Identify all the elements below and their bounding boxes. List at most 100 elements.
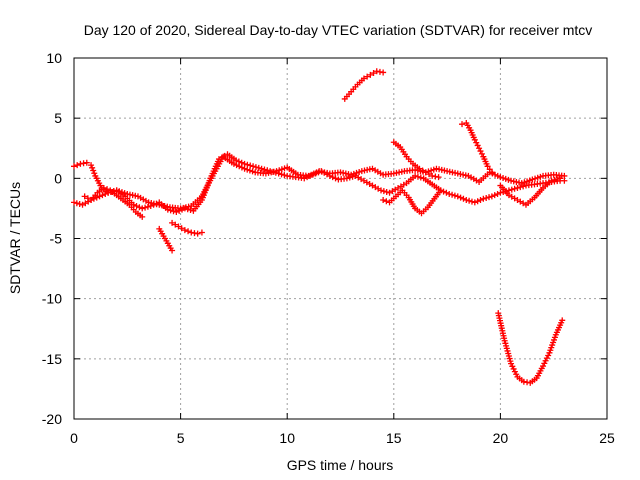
data-point xyxy=(514,184,521,191)
data-point xyxy=(534,174,541,181)
data-point xyxy=(170,208,177,215)
data-point xyxy=(557,175,564,182)
data-point xyxy=(548,177,555,184)
axis-ticks xyxy=(73,57,608,420)
series-track-b xyxy=(71,151,568,216)
data-point xyxy=(76,201,83,208)
data-point xyxy=(185,228,192,235)
series-track-e xyxy=(169,219,205,237)
data-point xyxy=(451,192,458,199)
data-point xyxy=(176,207,183,214)
data-point xyxy=(484,163,491,170)
y-tick-label: 0 xyxy=(54,170,62,186)
data-point xyxy=(90,195,97,202)
data-point xyxy=(99,192,106,199)
data-point xyxy=(241,160,248,167)
data-point xyxy=(494,172,501,179)
data-point xyxy=(521,179,528,186)
data-point xyxy=(175,223,182,230)
data-point xyxy=(511,185,518,192)
data-point xyxy=(326,172,333,179)
data-point xyxy=(488,169,495,176)
data-point xyxy=(187,207,194,214)
data-point xyxy=(172,221,179,228)
data-point xyxy=(89,164,96,171)
data-point xyxy=(425,171,432,178)
data-point xyxy=(505,176,512,183)
data-point xyxy=(457,194,464,201)
data-point xyxy=(74,162,81,169)
data-point xyxy=(100,184,107,191)
x-axis-label: GPS time / hours xyxy=(287,457,394,473)
data-point xyxy=(250,163,257,170)
y-tick-label: -20 xyxy=(42,411,62,427)
data-point xyxy=(142,204,149,211)
data-point xyxy=(417,174,424,181)
x-tick-label: 20 xyxy=(493,430,509,446)
data-point xyxy=(443,189,450,196)
data-point xyxy=(178,225,185,232)
data-point xyxy=(343,175,350,182)
data-point xyxy=(304,174,311,181)
chart-title: Day 120 of 2020, Sidereal Day-to-day VTE… xyxy=(84,22,593,38)
series-track-h xyxy=(390,139,442,181)
data-point xyxy=(139,205,146,212)
data-point xyxy=(84,195,91,202)
data-point xyxy=(383,198,390,205)
data-point xyxy=(430,166,437,173)
data-point xyxy=(278,171,285,178)
data-point xyxy=(264,167,271,174)
data-point xyxy=(309,171,316,178)
data-point xyxy=(252,164,259,171)
data-point xyxy=(275,170,282,177)
data-point xyxy=(554,176,561,183)
data-point xyxy=(179,206,186,213)
data-point xyxy=(524,178,531,185)
data-point xyxy=(414,173,421,180)
data-point xyxy=(71,199,77,206)
data-point xyxy=(255,164,262,171)
x-tick-label: 5 xyxy=(177,430,185,446)
x-tick-label: 10 xyxy=(279,430,295,446)
data-point xyxy=(370,70,377,77)
data-point xyxy=(460,195,467,202)
data-point xyxy=(247,162,254,169)
y-tick-label: 10 xyxy=(46,50,62,66)
data-point xyxy=(491,192,498,199)
data-point xyxy=(91,170,98,177)
data-point xyxy=(169,247,176,254)
data-point xyxy=(502,175,509,182)
series-track-k xyxy=(497,175,564,208)
data-point xyxy=(81,193,88,200)
data-point xyxy=(449,191,456,198)
data-point xyxy=(181,205,188,212)
data-point xyxy=(349,173,356,180)
data-point xyxy=(532,175,539,182)
data-point xyxy=(164,206,171,213)
data-point xyxy=(378,187,385,194)
data-point xyxy=(169,219,176,226)
series-track-c xyxy=(81,184,146,220)
data-point xyxy=(139,213,146,220)
data-point xyxy=(329,174,336,181)
data-point xyxy=(364,73,371,80)
data-point xyxy=(383,188,390,195)
data-point xyxy=(466,197,473,204)
data-point xyxy=(173,209,180,216)
data-point xyxy=(419,167,426,174)
y-tick-label: 5 xyxy=(54,110,62,126)
data-point xyxy=(497,174,504,181)
data-point xyxy=(508,186,515,193)
data-point xyxy=(537,173,544,180)
grid xyxy=(74,58,607,419)
data-point xyxy=(380,188,387,195)
y-axis-label: SDTVAR / TECUs xyxy=(7,182,23,294)
y-tick-labels: -20 -15 -10 -5 0 5 10 xyxy=(42,50,62,427)
data-point xyxy=(150,201,157,208)
data-point xyxy=(136,204,143,211)
data-point xyxy=(483,194,490,201)
data-point xyxy=(486,166,493,173)
data-point xyxy=(517,184,524,191)
x-tick-label: 15 xyxy=(386,430,402,446)
